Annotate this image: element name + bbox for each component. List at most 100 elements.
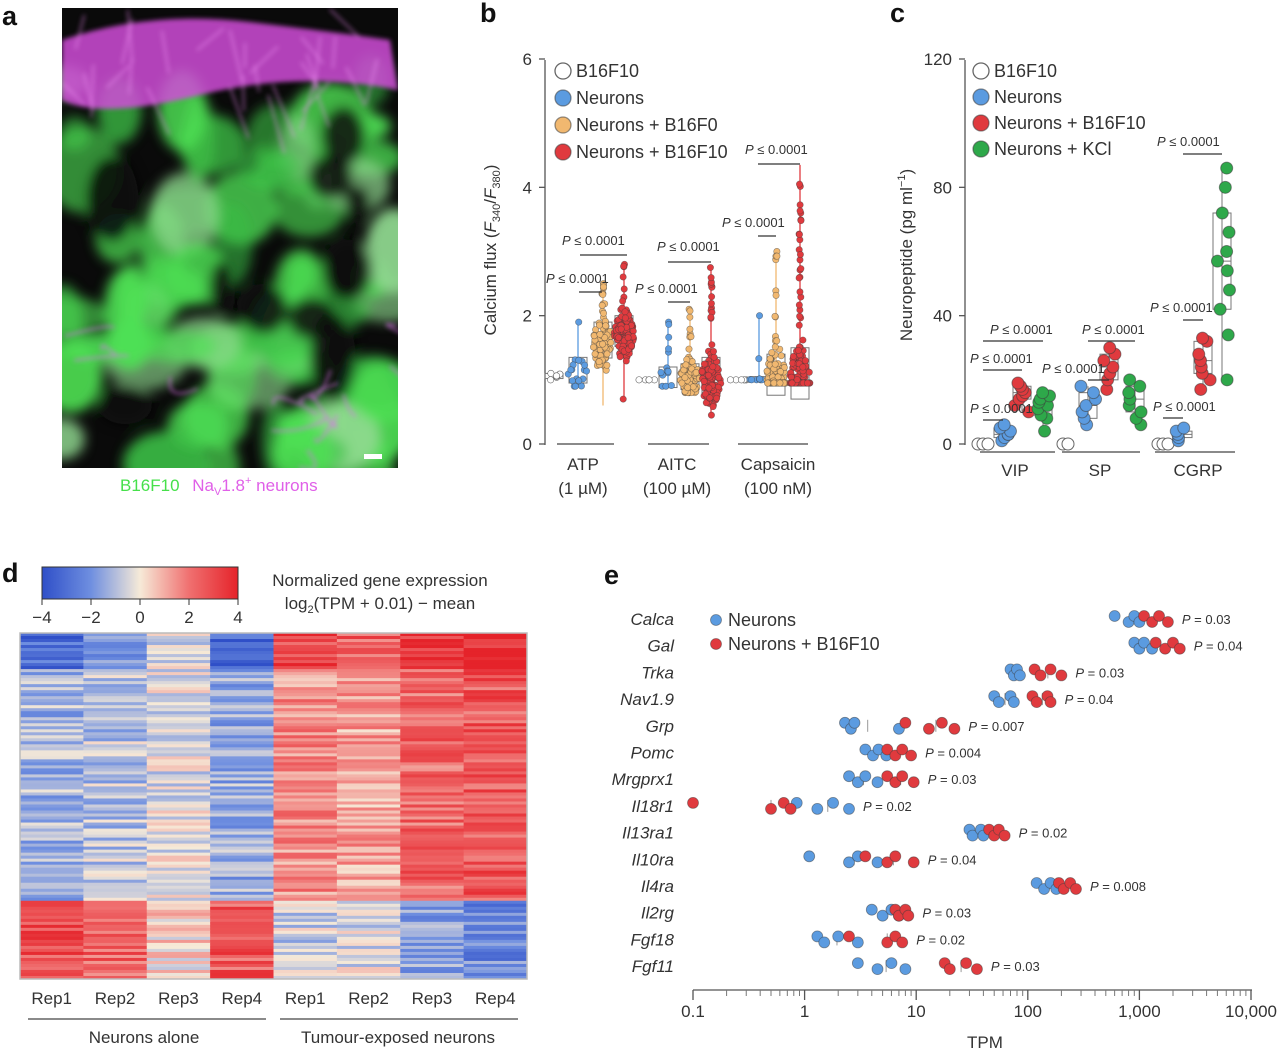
b-data-point [595, 358, 603, 366]
heatmap-cell [400, 651, 465, 655]
heatmap-cell [336, 714, 401, 718]
e-point-neurons [876, 909, 889, 922]
b-data-point [603, 361, 611, 369]
heatmap-cell [210, 864, 275, 869]
heatmap-cell [273, 969, 338, 974]
heatmap-cell [83, 861, 148, 866]
heatmap-cell [146, 765, 211, 769]
heatmap-cell [146, 858, 211, 863]
heatmap-cell [463, 816, 527, 821]
heatmap-cell [400, 891, 465, 896]
heatmap-cell [20, 708, 84, 712]
heatmap-cell [210, 660, 275, 664]
heatmap-cell [146, 903, 211, 908]
heatmap-cell [146, 891, 211, 896]
heatmap-cell [146, 804, 211, 809]
heatmap-cell [336, 813, 401, 818]
e-point-neurons [818, 936, 831, 949]
b-data-point [771, 360, 779, 368]
heatmap-cell [273, 714, 338, 718]
c-legend-marker [972, 62, 990, 80]
heatmap-cell [83, 786, 148, 791]
heatmap-cell [273, 819, 338, 824]
heatmap-cell [463, 837, 527, 842]
heatmap-cell [146, 897, 211, 902]
heatmap-cell [83, 876, 148, 881]
caption-nav-main: Na [192, 476, 214, 495]
heatmap-cell [210, 708, 275, 712]
e-legend-label: Neurons [728, 610, 796, 630]
heatmap-cell [210, 798, 275, 803]
heatmap-cell [336, 873, 401, 878]
heatmap-column-label: Rep4 [221, 989, 262, 1008]
heatmap-cell [20, 969, 84, 974]
heatmap-cell [273, 912, 338, 917]
heatmap-cell [400, 780, 465, 785]
b-data-point [589, 343, 597, 351]
heatmap-cell [400, 714, 465, 718]
heatmap-cell [210, 723, 275, 727]
heatmap-cell [273, 951, 338, 956]
e-p-value: P = 0.04 [1194, 639, 1243, 654]
heatmap-cell [20, 936, 84, 941]
chart-d: −4 −2 0 2 4 Normalized gene expression log2(… [19, 566, 528, 1047]
b-y-label: Calcium flux (F340/F380) [481, 165, 503, 336]
b-data-point [547, 376, 555, 384]
heatmap-cell [273, 855, 338, 860]
heatmap-column-label: Rep2 [95, 989, 136, 1008]
heatmap-cell [400, 738, 465, 742]
heatmap-cell [463, 801, 527, 806]
heatmap-cell [463, 945, 527, 950]
heatmap-cell [463, 948, 527, 953]
heatmap-cell [20, 765, 84, 769]
image-caption: B16F10 NaV1.8+ neurons [120, 475, 318, 498]
b-data-point [788, 379, 796, 387]
heatmap-cell [273, 933, 338, 938]
heatmap-cell [400, 684, 465, 688]
b-data-point [794, 346, 802, 354]
heatmap-cell [273, 786, 338, 791]
heatmap-cell [83, 777, 148, 782]
e-point-tumour [1070, 883, 1082, 895]
heatmap-cell [20, 918, 84, 923]
heatmap-cell [20, 849, 84, 854]
heatmap-cell [273, 972, 338, 977]
heatmap-cell [400, 828, 465, 833]
heatmap-cell [20, 639, 84, 643]
heatmap-cell [210, 825, 275, 830]
heatmap-cell [273, 711, 338, 715]
b-group-label: Capsaicin [741, 455, 816, 474]
b-data-point [607, 339, 615, 347]
heatmap-cell [83, 702, 148, 706]
heatmap-cell [83, 891, 148, 896]
heatmap-cell [83, 747, 148, 751]
heatmap-cell [83, 666, 148, 670]
heatmap-cell [83, 690, 148, 694]
heatmap-cell [83, 933, 148, 938]
e-point-tumour [905, 749, 917, 762]
heatmap-cell [400, 783, 465, 788]
heatmap-cell [20, 873, 84, 878]
heatmap-cell [463, 873, 527, 878]
e-point-neurons [1007, 696, 1020, 708]
heatmap-cell [336, 768, 401, 772]
heatmap-cell [83, 657, 148, 661]
heatmap-cell [83, 921, 148, 926]
heatmap-cell [336, 957, 401, 962]
heatmap-cell [273, 909, 338, 914]
heatmap-cell [400, 954, 465, 959]
e-p-value: P = 0.03 [928, 772, 977, 787]
heatmap-cell [336, 972, 401, 977]
heatmap-cell [336, 954, 401, 959]
heatmap-cell [336, 702, 401, 706]
heatmap-cell [273, 903, 338, 908]
e-point-tumour [971, 963, 983, 975]
b-data-point [700, 360, 708, 368]
e-x-tick-label: 100 [1014, 1002, 1042, 1021]
heatmap-cell [273, 870, 338, 875]
b-legend-label: Neurons + B16F0 [576, 115, 718, 135]
heatmap-cell [146, 939, 211, 944]
heatmap-cell [336, 660, 401, 664]
heatmap-cell [146, 762, 211, 766]
heatmap-cell [20, 903, 84, 908]
